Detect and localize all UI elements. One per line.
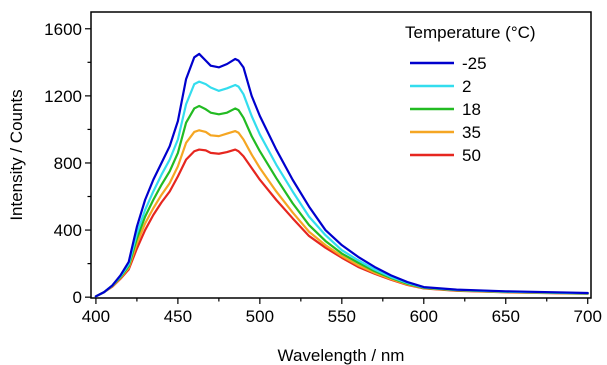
y-tick-label: 0 [73,288,82,307]
legend-label-50: 50 [462,146,481,165]
x-axis: 400 450 500 550 600 650 700 [82,298,602,326]
series-layer [94,52,589,298]
plot-frame [90,11,592,299]
y-tick-label: 1200 [44,87,82,106]
legend-label-18: 18 [462,100,481,119]
legend: Temperature (°C) -25 2 18 35 50 [405,23,536,165]
x-tick-label: 600 [410,307,438,326]
x-axis-title: Wavelength / nm [278,346,405,365]
series-line-18 [94,104,589,298]
x-tick-label: 550 [328,307,356,326]
y-axis: 0 400 800 1200 1600 [44,20,91,307]
y-tick-label: 1600 [44,20,82,39]
legend-label-35: 35 [462,123,481,142]
legend-label--25: -25 [462,54,487,73]
x-tick-label: 650 [492,307,520,326]
y-tick-label: 400 [54,221,82,240]
legend-label-2: 2 [462,77,471,96]
series-line-35 [94,129,589,298]
series-line-2 [94,80,589,298]
legend-title: Temperature (°C) [405,23,536,42]
series-line--25 [94,52,589,298]
x-tick-label: 400 [82,307,110,326]
x-tick-label: 450 [164,307,192,326]
y-tick-label: 800 [54,154,82,173]
y-axis-title: Intensity / Counts [7,89,26,220]
x-tick-label: 700 [574,307,602,326]
x-tick-label: 500 [246,307,274,326]
